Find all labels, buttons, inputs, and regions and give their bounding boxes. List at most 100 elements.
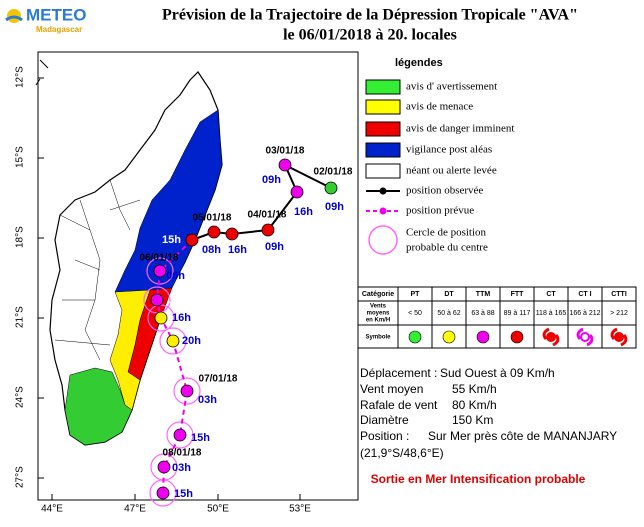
table-frame xyxy=(357,286,637,349)
legend-label: avis de menace xyxy=(406,101,473,113)
table-header: Catégorie xyxy=(362,291,394,298)
uncertainty-circle xyxy=(159,327,187,355)
hour-label: 09h xyxy=(262,174,281,186)
lat-label: 24°S xyxy=(15,386,26,408)
table-wind: 89 à 117 xyxy=(504,310,531,317)
hour-label: 15h xyxy=(174,488,193,500)
legend-label: probable du centre xyxy=(406,242,488,254)
lon-label: 47°E xyxy=(124,504,146,515)
logo-text: METEO xyxy=(26,5,86,24)
legend-swatch xyxy=(365,121,401,137)
legend-label: Cercle de position xyxy=(406,227,487,239)
date-label: 05/01/18 xyxy=(193,213,232,224)
date-label: 03/01/18 xyxy=(266,146,305,157)
title: Prévision de la Trajectoire de la Dépres… xyxy=(162,7,578,24)
hour-label: 08h xyxy=(202,244,221,256)
table-symbol xyxy=(542,327,560,347)
track-point xyxy=(225,227,239,241)
table-wind: < 50 xyxy=(408,310,422,317)
info-label: Diamètre xyxy=(360,413,409,427)
table-symbol xyxy=(408,330,422,344)
table-header: TTM xyxy=(476,291,491,298)
table-symbol xyxy=(610,327,628,347)
zone-avertissement xyxy=(64,367,133,446)
table-header: DT xyxy=(444,291,454,298)
track-point xyxy=(278,158,292,172)
legend-forecast-dot xyxy=(379,207,387,215)
legend-swatch xyxy=(365,142,401,158)
hour-label: 15h xyxy=(191,432,210,444)
lat-label: 12°S xyxy=(15,66,26,88)
date-label: 02/01/18 xyxy=(314,167,353,178)
table-symbol xyxy=(576,327,594,347)
track-point xyxy=(207,225,221,239)
hour-label: 20h xyxy=(182,335,201,347)
legend-circle xyxy=(368,225,398,255)
lat-label: 18°S xyxy=(15,226,26,248)
subtitle: le 06/01/2018 à 20. locales xyxy=(283,27,457,44)
table-header: CT xyxy=(546,291,556,298)
hour-label: 03h xyxy=(198,394,217,406)
table-wind: 118 à 165 xyxy=(536,310,567,317)
track-point xyxy=(166,334,180,348)
lon-label: 44°E xyxy=(41,504,63,515)
hour-label: 09h xyxy=(265,241,284,253)
legend-label: néant ou alerte levée xyxy=(406,165,497,177)
track-point xyxy=(324,181,338,195)
table-header: CTTI xyxy=(611,291,627,298)
date-label: 08/01/18 xyxy=(163,448,202,459)
track-point xyxy=(261,223,275,237)
date-label: 07/01/18 xyxy=(199,374,238,385)
hour-label: 16h xyxy=(228,244,247,256)
table-symbol-eye xyxy=(546,332,556,342)
hour-label: 16h xyxy=(172,312,191,324)
table-symbol xyxy=(476,330,490,344)
table-wind-label: Vents xyxy=(370,304,387,310)
lon-label: 50°E xyxy=(207,504,229,515)
hour-label: 03h xyxy=(172,462,191,474)
hour-label: 16h xyxy=(294,206,313,218)
table-wind: 166 à 212 xyxy=(569,310,600,317)
table-symbol-eye xyxy=(580,332,590,342)
logo: METEO Madagascar xyxy=(5,5,86,34)
uncertainty-circle xyxy=(143,286,171,314)
table-wind-label: moyens xyxy=(367,311,390,317)
district-borders xyxy=(54,179,141,361)
table-header: PT xyxy=(411,291,421,298)
track-point xyxy=(180,384,194,398)
table-symbol-label: Symbole xyxy=(365,335,391,341)
legend-label: avis d' avertissement xyxy=(406,81,497,93)
table-wind-label: en Km/H xyxy=(366,318,390,324)
lat-label: 27°S xyxy=(15,466,26,488)
date-label: 06/01/18 xyxy=(140,253,179,264)
legend-title: légendes xyxy=(395,57,443,69)
info-label: Position : xyxy=(360,429,409,443)
track-point xyxy=(185,233,199,247)
info-label: Déplacement : xyxy=(360,366,437,380)
hour-label: 06h xyxy=(166,270,185,282)
uncertainty-circle xyxy=(173,377,201,405)
info-label: Rafale de vent xyxy=(360,398,438,412)
info-value: Sud Ouest à 09 Km/h xyxy=(440,366,555,380)
lat-label: 15°S xyxy=(15,146,26,168)
info: Déplacement : Sud Ouest à 09 Km/h Vent moy… xyxy=(360,366,617,460)
table-header: FTT xyxy=(511,291,525,298)
track-point xyxy=(290,185,304,199)
table-symbol xyxy=(510,330,524,344)
map: 12°S 15°S 18°S 21°S 24°S 27°S 44°E 47°E 50°E 53°E… xyxy=(15,51,359,515)
legend-label: position observée xyxy=(406,185,483,197)
legend-swatch xyxy=(365,99,401,115)
track-point xyxy=(154,311,168,325)
info-position: (21,9°S/48,6°E) xyxy=(360,446,444,460)
uncertainty-circle xyxy=(147,304,175,332)
info-value: Sur Mer près côte de MANANJARY xyxy=(428,429,617,443)
table-symbol-eye xyxy=(614,332,624,342)
date-label: 04/01/18 xyxy=(248,210,287,221)
legend-observed-dot xyxy=(379,187,387,195)
table-header: CT I xyxy=(578,291,591,298)
logo-subtext: Madagascar xyxy=(36,25,82,34)
info-label: Vent moyen xyxy=(360,382,423,396)
lat-label: 21°S xyxy=(15,306,26,328)
hour-label: 12h xyxy=(168,294,187,306)
